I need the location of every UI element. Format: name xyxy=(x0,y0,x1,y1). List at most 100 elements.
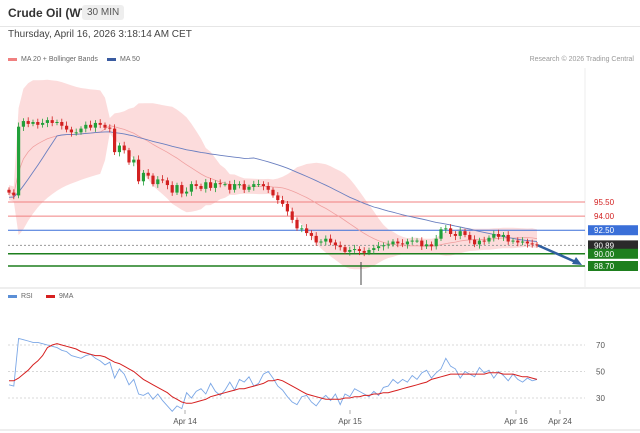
legend-swatch-rsi xyxy=(8,294,17,298)
legend-rsi-ma-label: 9MA xyxy=(59,293,74,300)
legend-rsi-label: RSI xyxy=(21,293,33,300)
candle-body xyxy=(185,191,189,194)
candle-body xyxy=(372,248,376,250)
legend-ma50-label: MA 50 xyxy=(120,56,140,63)
level-tag-88.70 xyxy=(588,261,638,271)
chart-header: Crude Oil (WTI) 30 MIN xyxy=(0,0,640,27)
level-label-90.00: 90.00 xyxy=(594,250,615,259)
level-label-94.00: 94.00 xyxy=(594,212,615,221)
candle-body xyxy=(319,241,323,243)
candle-body xyxy=(204,182,208,189)
candle-body xyxy=(137,159,141,182)
candle-body xyxy=(36,122,40,125)
candle-body xyxy=(300,228,304,230)
candle-body xyxy=(228,184,232,190)
forecast-arrow-shaft xyxy=(537,244,579,265)
candle-body xyxy=(329,238,333,243)
candle-body xyxy=(156,179,160,185)
candle-body xyxy=(482,240,486,242)
level-label-90.89: 90.89 xyxy=(594,241,615,250)
time-tick-label: Apr 24 xyxy=(548,417,572,426)
candle-body xyxy=(69,129,73,133)
candle-body xyxy=(516,240,520,243)
level-label-88.70: 88.70 xyxy=(594,262,615,271)
rsi-tick-label: 30 xyxy=(596,394,605,403)
candle-body xyxy=(444,228,448,230)
forecast-arrow xyxy=(537,244,582,265)
candle-body xyxy=(386,244,390,246)
candle-body xyxy=(180,185,184,194)
candle-body xyxy=(84,124,88,129)
candle-body xyxy=(50,120,54,123)
candle-body xyxy=(60,122,64,126)
candle-body xyxy=(309,233,313,236)
candle-body xyxy=(405,241,409,245)
time-tick-label: Apr 16 xyxy=(504,417,528,426)
candle-body xyxy=(506,234,510,242)
legend-bollinger: MA 20 + Bollinger Bands xyxy=(8,56,98,63)
candle-body xyxy=(31,122,35,124)
legend-swatch-ma50 xyxy=(107,57,116,61)
legend-swatch-bb xyxy=(8,57,17,61)
candle-body xyxy=(343,247,347,252)
legend-rsi-ma: 9MA xyxy=(46,293,73,300)
bollinger-band-fill xyxy=(9,79,537,270)
rsi-ma-line xyxy=(9,343,538,404)
candle-body xyxy=(41,122,45,125)
candle-body xyxy=(175,185,179,193)
candle-body xyxy=(247,186,251,190)
chart-datetime: Thursday, April 16, 2026 3:18:14 AM CET xyxy=(8,29,192,40)
candle-body xyxy=(439,229,443,239)
candle-body xyxy=(26,121,30,124)
candle-body xyxy=(281,200,285,204)
candle-body xyxy=(415,240,419,242)
legend-swatch-rsi-ma xyxy=(46,294,55,298)
candle-body xyxy=(242,184,246,190)
candle-body xyxy=(7,189,11,193)
candle-body xyxy=(141,172,145,182)
candle-body xyxy=(530,243,534,245)
candle-body xyxy=(276,195,280,201)
candle-body xyxy=(357,249,361,251)
candle-body xyxy=(401,243,405,245)
time-axis: Apr 14 Apr 15 Apr 16 Apr 24 xyxy=(173,410,572,426)
candle-body xyxy=(501,234,505,237)
rsi-tick-label: 70 xyxy=(596,341,605,350)
candle-body xyxy=(324,238,328,242)
candle-body xyxy=(511,240,515,242)
candle-body xyxy=(122,145,126,151)
candle-body xyxy=(535,244,539,246)
candle-body xyxy=(410,240,414,242)
candle-body xyxy=(55,122,59,123)
candle-body xyxy=(74,132,78,134)
candle-body xyxy=(237,184,241,186)
candle-body xyxy=(473,239,477,245)
candle-body xyxy=(492,234,496,238)
legend-rsi: RSI xyxy=(8,293,33,300)
candle-body xyxy=(295,219,299,229)
level-label-95.50: 95.50 xyxy=(594,198,615,207)
candle-body xyxy=(477,240,481,245)
candle-body xyxy=(338,245,342,248)
candle-body xyxy=(151,175,155,185)
rsi-pane: 70 50 30 xyxy=(8,337,605,412)
candle-body xyxy=(487,237,491,242)
candle-body xyxy=(161,179,165,181)
moving-averages xyxy=(8,125,538,247)
candle-body xyxy=(65,125,69,130)
candle-body xyxy=(45,120,49,123)
candle-body xyxy=(189,184,193,192)
candle-body xyxy=(79,128,83,133)
candle-body xyxy=(333,242,337,246)
timeframe-badge[interactable]: 30 MIN xyxy=(82,5,125,20)
candle-body xyxy=(103,124,107,128)
candle-body xyxy=(362,250,366,253)
candle-body xyxy=(521,241,525,243)
candle-body xyxy=(132,159,136,163)
candles xyxy=(7,116,539,285)
candle-body xyxy=(353,249,357,251)
candle-body xyxy=(285,203,289,212)
source-credit: Research © 2026 Trading Central xyxy=(529,56,634,63)
candle-body xyxy=(396,241,400,244)
